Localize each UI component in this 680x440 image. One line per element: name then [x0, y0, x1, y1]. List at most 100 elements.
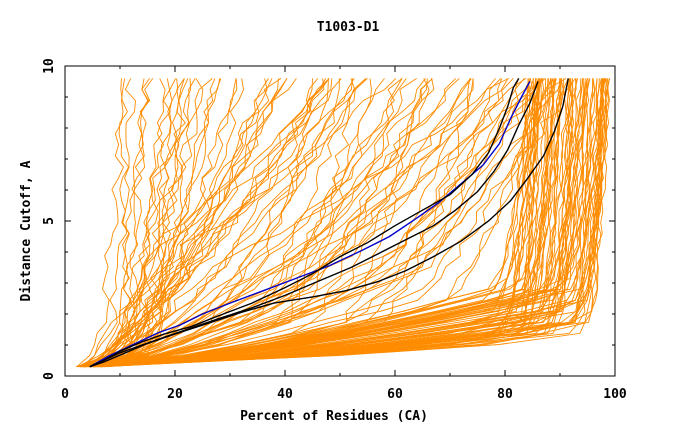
background-series-line: [94, 78, 503, 368]
background-series-line: [88, 78, 196, 368]
background-series-line: [94, 78, 582, 368]
highlight-series-black-3: [89, 78, 569, 368]
highlight-series-blue: [89, 81, 531, 368]
x-tick-label: 40: [277, 387, 293, 402]
background-series-line: [94, 78, 562, 368]
background-series-line: [94, 78, 166, 368]
background-series-line: [85, 78, 606, 368]
y-axis-label: Distance Cutoff, A: [19, 160, 34, 301]
background-series-line: [82, 78, 426, 368]
background-series-line: [105, 78, 189, 368]
background-series-line: [103, 78, 433, 368]
background-series-line: [84, 78, 576, 368]
background-series-line: [105, 78, 355, 367]
background-series-line: [87, 78, 353, 368]
background-series-line: [84, 78, 546, 368]
background-series-line: [101, 78, 330, 368]
background-series-line: [84, 78, 457, 368]
background-series-line: [100, 78, 579, 368]
background-series-group: [75, 77, 610, 368]
background-series-line: [84, 78, 288, 368]
background-series-line: [97, 78, 540, 368]
background-series-line: [77, 78, 403, 368]
background-series-line: [100, 78, 330, 367]
background-series-line: [86, 78, 472, 368]
background-series-line: [101, 78, 607, 368]
background-series-line: [76, 78, 126, 368]
background-series-line: [80, 78, 552, 368]
background-series-line: [83, 78, 130, 368]
background-series-line: [77, 78, 562, 368]
background-series-line: [77, 78, 136, 368]
background-series-line: [80, 78, 185, 368]
background-series-line: [100, 78, 610, 368]
background-series-line: [99, 78, 525, 368]
background-series-line: [77, 78, 397, 368]
background-series-line: [105, 78, 237, 368]
x-tick-label: 60: [387, 387, 403, 402]
x-axis-ticks: 0 20 40 60 80 100: [61, 66, 627, 402]
x-tick-label: 80: [497, 387, 513, 402]
background-series-line: [93, 78, 221, 368]
background-series-line: [83, 78, 514, 368]
background-series-line: [95, 78, 474, 368]
background-series-line: [90, 78, 590, 368]
background-series-line: [89, 78, 555, 368]
background-series-line: [96, 78, 599, 368]
x-tick-label: 100: [603, 387, 627, 402]
highlight-series-group: [89, 78, 569, 368]
y-axis-ticks: 0 5 10: [42, 58, 615, 380]
background-series-line: [95, 78, 329, 368]
x-axis-label: Percent of Residues (CA): [240, 409, 428, 424]
background-series-line: [81, 78, 356, 368]
background-series-line: [100, 78, 585, 368]
background-series-line: [86, 78, 474, 368]
background-series-line: [95, 78, 403, 368]
background-series-line: [97, 78, 531, 368]
y-tick-label: 10: [42, 58, 57, 74]
background-series-line: [99, 78, 556, 368]
background-series-line: [90, 78, 502, 368]
background-series-line: [93, 78, 606, 368]
background-series-line: [103, 78, 594, 368]
background-series-line: [82, 78, 570, 368]
background-series-line: [89, 78, 433, 368]
background-series-line: [94, 78, 567, 368]
background-series-line: [96, 78, 460, 368]
background-series-line: [77, 78, 551, 368]
background-series-line: [98, 78, 204, 368]
background-series-line: [102, 78, 569, 368]
y-tick-label: 0: [42, 372, 57, 380]
background-series-line: [92, 78, 557, 368]
x-tick-label: 0: [61, 387, 69, 402]
background-series-line: [105, 78, 605, 368]
background-series-line: [93, 78, 586, 368]
background-series-line: [83, 78, 544, 368]
background-series-line: [101, 78, 367, 368]
background-series-line: [81, 78, 531, 368]
background-series-line: [96, 78, 238, 368]
chart-title: T1003-D1: [317, 20, 380, 35]
background-series-line: [81, 78, 149, 368]
background-series-line: [103, 78, 536, 368]
x-tick-label: 20: [167, 387, 183, 402]
background-series-line: [93, 78, 435, 368]
background-series-line: [85, 78, 150, 368]
background-series-line: [83, 78, 282, 368]
highlight-series-black-1: [89, 78, 520, 368]
background-series-line: [98, 78, 562, 368]
background-series-line: [83, 78, 606, 368]
background-series-line: [102, 78, 368, 368]
background-series-line: [95, 78, 297, 368]
background-series-line: [85, 78, 547, 368]
background-series-line: [104, 78, 173, 368]
background-series-line: [110, 78, 330, 368]
background-series-line: [98, 78, 216, 368]
background-series-line: [93, 78, 535, 368]
background-series-line: [100, 78, 608, 368]
background-series-line: [96, 78, 527, 368]
background-series-line: [80, 78, 591, 368]
y-tick-label: 5: [42, 217, 57, 225]
background-series-line: [99, 78, 574, 368]
background-series-line: [92, 78, 607, 368]
